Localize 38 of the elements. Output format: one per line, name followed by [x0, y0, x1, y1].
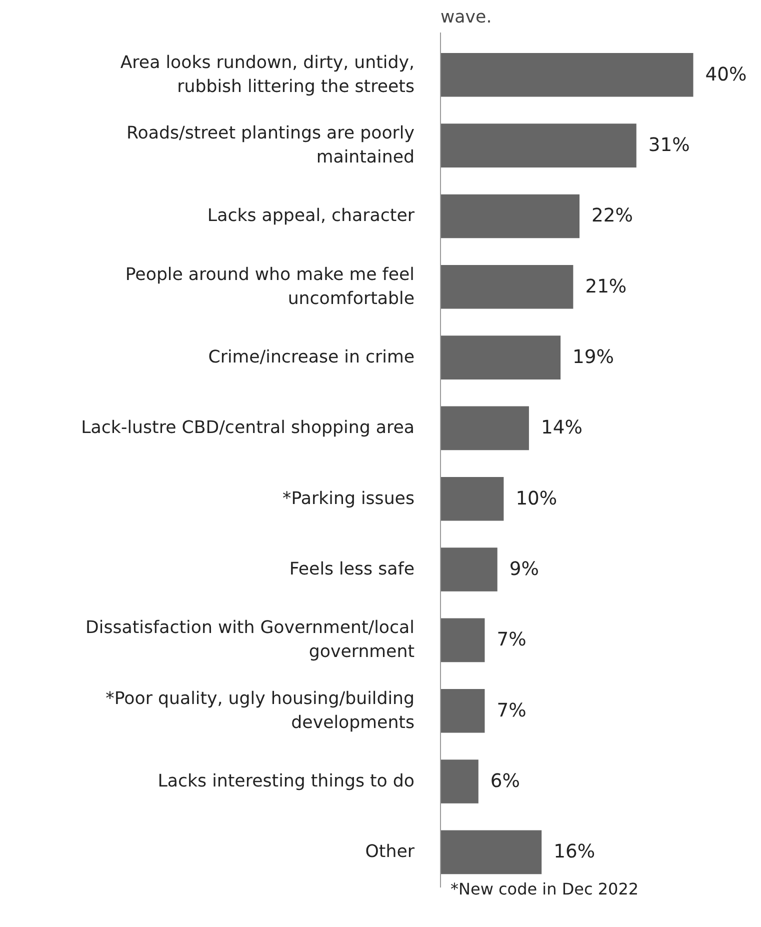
data-label: 7%	[496, 630, 526, 651]
bar	[440, 760, 478, 804]
bar	[440, 688, 485, 733]
y-tick-label: Roads/street plantings are poorly maintained	[126, 124, 415, 168]
bar	[440, 548, 498, 592]
y-tick-label: *Poor quality, ugly housing/building developments	[106, 688, 415, 733]
bar	[440, 336, 561, 380]
data-label: 16%	[554, 842, 596, 863]
y-tick-label: Other	[365, 842, 416, 862]
chart-title: wave.	[440, 8, 492, 28]
y-tick-label: Lacks appeal, character	[207, 206, 416, 226]
data-label: 40%	[705, 64, 747, 86]
y-tick-label: Feels less safe	[289, 560, 414, 580]
bar	[440, 264, 574, 309]
data-label: 31%	[648, 135, 690, 156]
bar	[440, 194, 580, 238]
annotation: *New code in Dec 2022	[450, 880, 639, 898]
data-label: 6%	[490, 771, 520, 792]
bar	[440, 124, 636, 168]
data-label: 21%	[585, 276, 627, 298]
bar	[440, 830, 542, 874]
data-label: 10%	[516, 488, 558, 510]
y-tick-label: Area looks rundown, dirty, untidy, rubbish littering the streets	[120, 52, 415, 97]
bar	[440, 406, 529, 450]
data-label: 9%	[509, 559, 539, 580]
bar	[440, 476, 504, 521]
data-label: 22%	[592, 206, 633, 227]
y-tick-label: Crime/increase in crime	[208, 348, 415, 368]
y-tick-label: *Parking issues	[282, 488, 415, 509]
bar	[440, 52, 694, 97]
y-tick-label: Lack-lustre CBD/central shopping area	[81, 418, 415, 438]
bar	[440, 618, 485, 662]
data-label: 14%	[540, 418, 582, 439]
y-tick-label: Dissatisfaction with Government/local government	[86, 618, 415, 662]
data-label: 19%	[572, 347, 614, 368]
y-tick-label: Lacks interesting things to do	[158, 772, 415, 792]
data-label: 7%	[496, 700, 526, 722]
y-tick-label: People around who make me feel uncomfortable	[125, 264, 415, 309]
